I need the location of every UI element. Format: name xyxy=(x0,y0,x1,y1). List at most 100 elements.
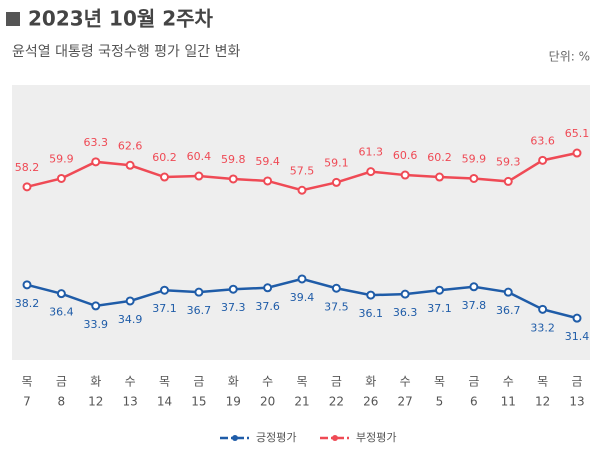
data-point xyxy=(194,287,204,297)
data-label: 62.6 xyxy=(118,139,143,152)
data-point xyxy=(366,290,376,300)
x-tick-label: 13 xyxy=(122,395,137,409)
data-point xyxy=(91,157,101,167)
data-label: 38.2 xyxy=(15,297,40,310)
x-tick-label: 19 xyxy=(226,395,241,409)
x-weekday-label: 금 xyxy=(571,375,582,389)
x-weekday-label: 화 xyxy=(228,375,239,389)
data-label: 60.2 xyxy=(427,151,452,164)
x-tick-label: 5 xyxy=(436,395,444,409)
data-point xyxy=(160,172,169,182)
data-point xyxy=(297,274,307,284)
data-label: 59.1 xyxy=(324,156,349,169)
legend-marker xyxy=(332,435,338,441)
data-point xyxy=(469,173,479,183)
data-label: 37.1 xyxy=(152,302,177,315)
chart-subtitle: 윤석열 대통령 국정수행 평가 일간 변화 xyxy=(12,44,240,60)
x-weekday-label: 수 xyxy=(400,375,411,389)
data-label: 36.7 xyxy=(496,304,521,317)
data-label: 39.4 xyxy=(290,291,315,304)
data-point xyxy=(435,285,444,295)
x-weekday-label: 화 xyxy=(365,375,376,389)
x-tick-label: 13 xyxy=(569,395,584,409)
x-weekday-label: 화 xyxy=(90,375,101,389)
x-weekday-label: 수 xyxy=(125,375,136,389)
data-label: 37.6 xyxy=(255,300,280,313)
data-label: 31.4 xyxy=(565,330,590,343)
data-point xyxy=(572,148,582,158)
data-label: 36.3 xyxy=(393,306,418,319)
data-label: 59.4 xyxy=(255,155,280,168)
x-tick-label: 14 xyxy=(157,395,172,409)
data-label: 36.4 xyxy=(49,306,74,319)
data-label: 63.3 xyxy=(84,136,109,149)
legend-label: 부정평가 xyxy=(356,431,396,444)
x-weekday-label: 금 xyxy=(56,375,67,389)
plot-area xyxy=(12,85,590,360)
x-tick-label: 12 xyxy=(88,395,103,409)
unit-note: 단위: % xyxy=(549,50,590,64)
data-label: 60.2 xyxy=(152,151,177,164)
data-label: 36.1 xyxy=(359,307,384,320)
x-tick-label: 11 xyxy=(501,395,516,409)
data-label: 33.2 xyxy=(530,321,555,334)
data-point xyxy=(400,170,410,180)
x-tick-label: 26 xyxy=(363,395,378,409)
x-tick-label: 22 xyxy=(329,395,344,409)
data-point xyxy=(366,167,376,177)
x-tick-label: 21 xyxy=(294,395,309,409)
data-point xyxy=(263,176,273,186)
data-label: 59.3 xyxy=(496,155,521,168)
x-weekday-label: 수 xyxy=(262,375,273,389)
chart-title: 2023년 10월 2주차 xyxy=(28,7,214,31)
data-point xyxy=(56,289,66,299)
data-point xyxy=(125,296,135,306)
data-label: 37.5 xyxy=(324,300,349,313)
data-point xyxy=(125,160,135,170)
data-label: 59.8 xyxy=(221,153,246,166)
data-label: 60.6 xyxy=(393,149,418,162)
data-point xyxy=(400,289,410,299)
x-tick-label: 27 xyxy=(397,395,412,409)
data-point xyxy=(263,283,273,293)
x-tick-label: 12 xyxy=(535,395,550,409)
x-tick-label: 6 xyxy=(470,395,478,409)
data-point xyxy=(22,280,32,290)
data-point xyxy=(160,285,169,295)
x-weekday-label: 금 xyxy=(468,375,479,389)
data-point xyxy=(297,185,307,195)
data-point xyxy=(228,284,238,294)
data-label: 36.7 xyxy=(187,304,212,317)
title-icon xyxy=(6,12,20,26)
data-point xyxy=(228,174,238,184)
data-label: 33.9 xyxy=(84,318,109,331)
data-point xyxy=(538,304,548,314)
data-label: 57.5 xyxy=(290,164,315,177)
data-label: 59.9 xyxy=(49,152,74,165)
x-weekday-label: 목 xyxy=(296,375,307,389)
data-label: 58.2 xyxy=(15,161,40,174)
legend-label: 긍정평가 xyxy=(256,431,296,444)
x-weekday-label: 목 xyxy=(21,375,32,389)
legend-marker xyxy=(232,435,238,441)
data-point xyxy=(91,301,101,311)
x-weekday-label: 목 xyxy=(434,375,445,389)
data-label: 63.6 xyxy=(530,134,555,147)
x-tick-label: 8 xyxy=(58,395,66,409)
x-weekday-label: 금 xyxy=(331,375,342,389)
x-weekday-label: 목 xyxy=(537,375,548,389)
data-label: 65.1 xyxy=(565,127,590,140)
data-point xyxy=(538,155,548,165)
data-label: 37.1 xyxy=(427,302,452,315)
data-point xyxy=(194,171,204,181)
data-label: 37.3 xyxy=(221,301,246,314)
data-point xyxy=(22,182,32,192)
data-point xyxy=(572,313,582,323)
data-label: 60.4 xyxy=(187,150,212,163)
data-label: 34.9 xyxy=(118,313,143,326)
data-point xyxy=(435,172,444,182)
data-point xyxy=(56,173,66,183)
data-point xyxy=(503,287,513,297)
x-tick-label: 20 xyxy=(260,395,275,409)
